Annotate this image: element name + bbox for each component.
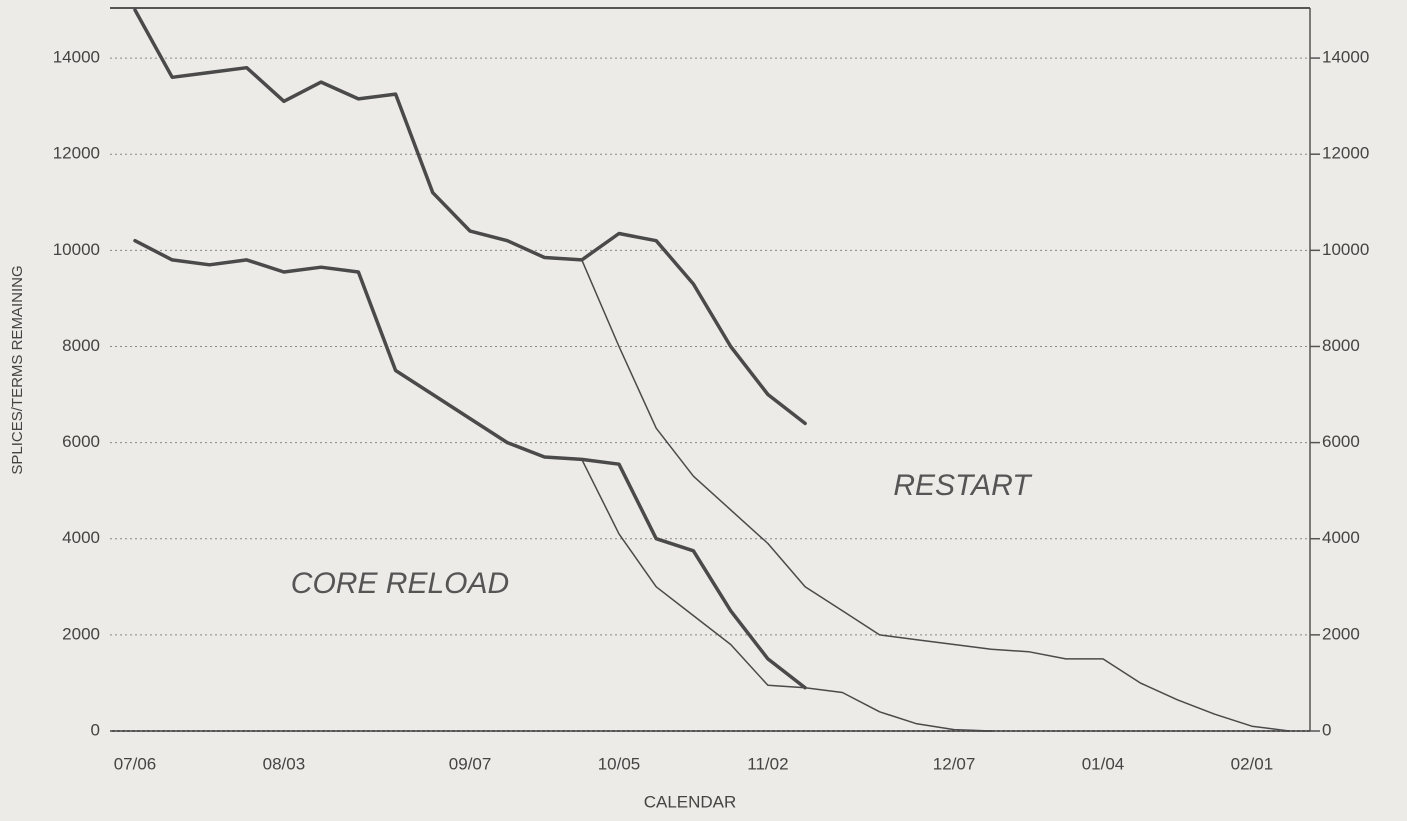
x-axis-label: CALENDAR bbox=[644, 792, 737, 811]
annotation: RESTART bbox=[893, 469, 1033, 502]
series-line bbox=[133, 8, 807, 426]
x-tick-label: 02/01 bbox=[1231, 754, 1274, 773]
x-tick-label: 10/05 bbox=[598, 754, 641, 773]
y-tick-label: 10000 bbox=[53, 240, 100, 259]
y-tick-label: 6000 bbox=[62, 432, 100, 451]
series-line bbox=[133, 238, 807, 690]
y-tick-label: 8000 bbox=[62, 336, 100, 355]
x-tick-label: 07/06 bbox=[114, 754, 157, 773]
x-tick-label: 08/03 bbox=[263, 754, 306, 773]
y-tick-label: 14000 bbox=[53, 48, 100, 67]
x-tick-label: 09/07 bbox=[449, 754, 492, 773]
x-tick-label: 12/07 bbox=[933, 754, 976, 773]
series-line bbox=[581, 259, 1290, 732]
x-tick-label: 11/02 bbox=[747, 754, 788, 773]
y2-tick-label: 14000 bbox=[1322, 48, 1369, 67]
series-line bbox=[581, 458, 993, 732]
y2-tick-label: 12000 bbox=[1322, 144, 1369, 163]
y2-tick-label: 4000 bbox=[1322, 528, 1360, 547]
y-tick-label: 0 bbox=[91, 720, 100, 739]
y-tick-label: 2000 bbox=[62, 624, 100, 643]
y-tick-label: 12000 bbox=[53, 144, 100, 163]
y2-tick-label: 8000 bbox=[1322, 336, 1360, 355]
x-tick-label: 01/04 bbox=[1082, 754, 1125, 773]
y2-tick-label: 6000 bbox=[1322, 432, 1360, 451]
y-axis-label: SPLICES/TERMS REMAINING bbox=[9, 265, 26, 474]
y2-tick-label: 2000 bbox=[1322, 624, 1360, 643]
y2-tick-label: 0 bbox=[1322, 720, 1331, 739]
annotation: CORE RELOAD bbox=[291, 567, 509, 600]
y-tick-label: 4000 bbox=[62, 528, 100, 547]
y2-tick-label: 10000 bbox=[1322, 240, 1369, 259]
